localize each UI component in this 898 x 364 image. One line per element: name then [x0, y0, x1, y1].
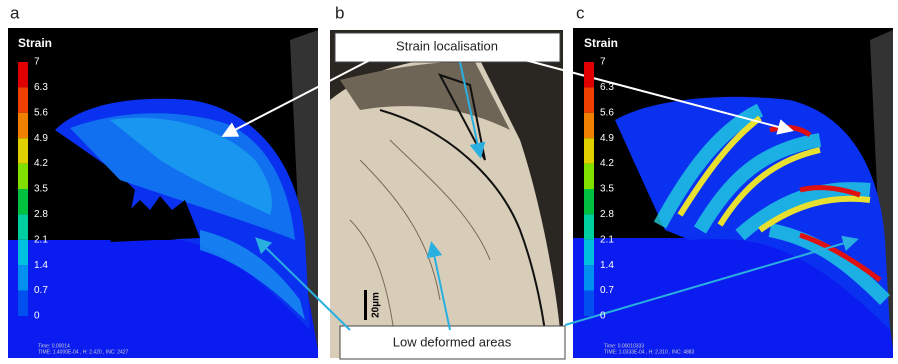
colorbar-segment — [18, 239, 28, 266]
panel-a — [8, 28, 318, 358]
legend-tick: 2.1 — [600, 234, 614, 245]
colorbar-segment — [18, 290, 28, 316]
colorbar-segment — [18, 265, 28, 291]
colorbar-segment — [584, 62, 594, 88]
legend-tick: 4.2 — [600, 158, 614, 169]
legend-title: Strain — [18, 36, 52, 50]
legend-tick: 2.8 — [600, 209, 614, 220]
legend-tick: 6.3 — [600, 82, 614, 93]
legend-tick: 7 — [600, 57, 606, 68]
panel-c — [573, 28, 893, 358]
colorbar-segment — [584, 112, 594, 139]
colorbar-segment — [584, 239, 594, 266]
colorbar-segment — [584, 138, 594, 164]
legend-title: Strain — [584, 36, 618, 50]
legend-tick: 4.9 — [600, 133, 614, 144]
colorbar-segment — [18, 214, 28, 240]
colorbar-segment — [584, 290, 594, 316]
colorbar-segment — [18, 112, 28, 139]
footer-text: Time: 0.00014 — [38, 343, 70, 349]
legend-tick: 2.8 — [34, 209, 48, 220]
colorbar-segment — [584, 265, 594, 291]
callout-text: Strain localisation — [396, 38, 498, 53]
colorbar-segment — [18, 189, 28, 215]
panel-label: b — [335, 3, 344, 22]
legend-tick: 0 — [34, 311, 40, 322]
legend-tick: 4.2 — [34, 158, 48, 169]
panel-label: c — [576, 3, 585, 22]
callout-top: Strain localisation — [334, 32, 561, 63]
callout-text: Low deformed areas — [393, 334, 512, 349]
footer-text: TIME: 1.0333E-04 , H: 2.310 , INC: 4883 — [604, 349, 695, 355]
footer-text: TIME: 1.4000E-04 , H: 2.420 , INC: 2427 — [38, 349, 129, 355]
legend-tick: 0 — [600, 311, 606, 322]
footer-text: Time: 0.00010333 — [604, 343, 644, 349]
colorbar-segment — [584, 189, 594, 215]
legend-tick: 6.3 — [34, 82, 48, 93]
callout-bottom: Low deformed areas — [339, 325, 566, 360]
legend-tick: 0.7 — [34, 285, 48, 296]
legend-tick: 0.7 — [600, 285, 614, 296]
legend-tick: 3.5 — [34, 184, 48, 195]
colorbar-segment — [584, 214, 594, 240]
colorbar-segment — [18, 87, 28, 113]
colorbar-segment — [584, 163, 594, 189]
legend-tick: 1.4 — [34, 260, 48, 271]
legend-tick: 5.6 — [600, 107, 614, 118]
arrows — [221, 59, 859, 331]
legend-tick: 4.9 — [34, 133, 48, 144]
colorbar-segment — [18, 163, 28, 189]
legend-tick: 2.1 — [34, 234, 48, 245]
panel-label: a — [10, 3, 20, 22]
legend-tick: 1.4 — [600, 260, 614, 271]
colorbar-segment — [18, 62, 28, 88]
colorbar-segment — [18, 138, 28, 164]
panel-b — [330, 30, 563, 359]
legend-tick: 5.6 — [34, 107, 48, 118]
scale-bar-label: 20µm — [371, 292, 382, 318]
legend-tick: 7 — [34, 57, 40, 68]
colorbar-segment — [584, 87, 594, 113]
legend-tick: 3.5 — [600, 184, 614, 195]
